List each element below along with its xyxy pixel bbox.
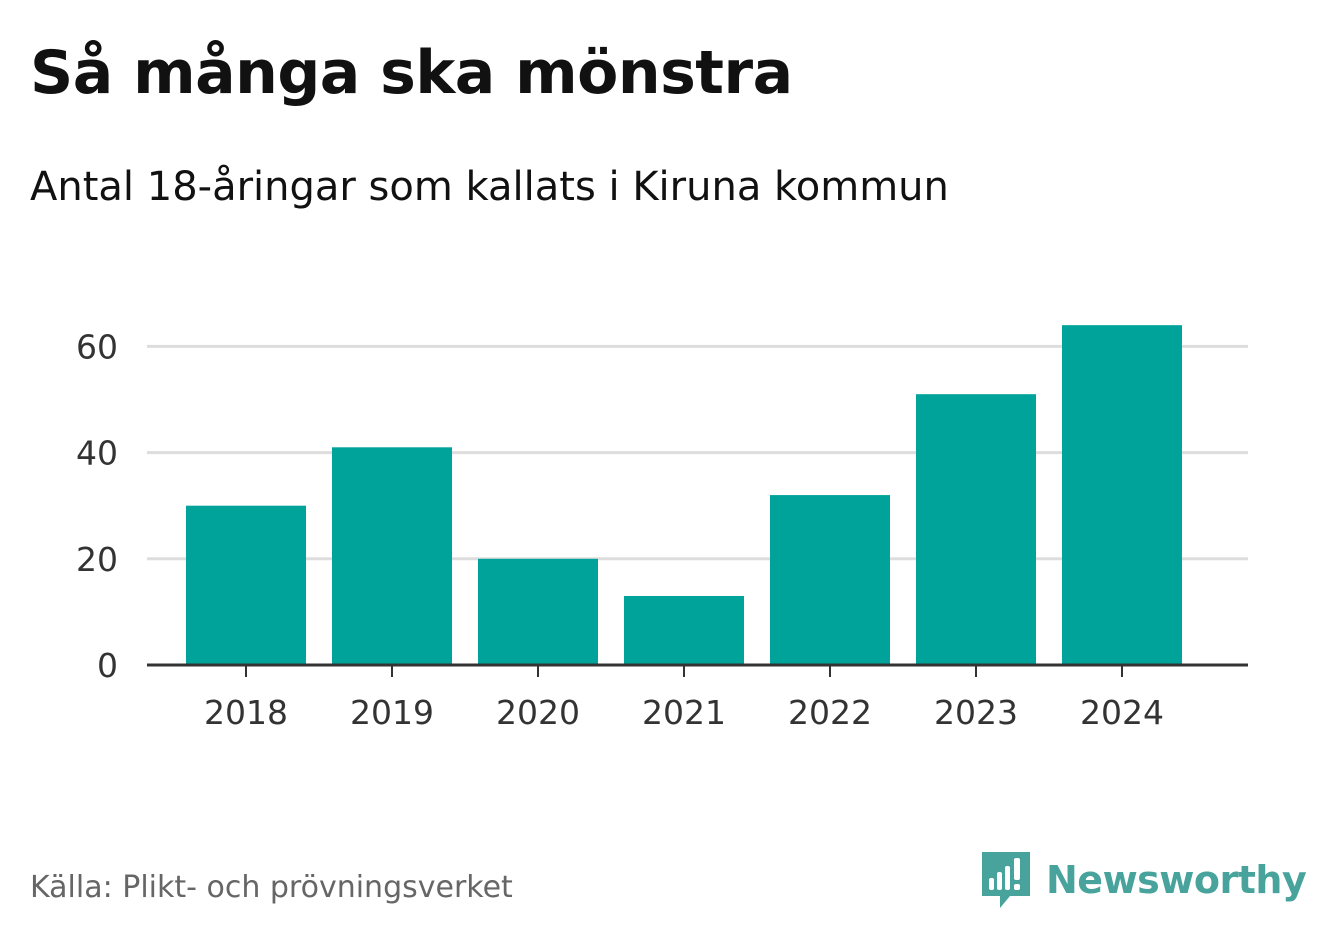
bar-2020 xyxy=(478,558,598,665)
bars xyxy=(186,325,1182,665)
y-tick-label: 0 xyxy=(97,646,118,685)
y-tick-label: 60 xyxy=(76,327,118,366)
brand-name: Newsworthy xyxy=(1046,858,1307,902)
x-tick-label: 2019 xyxy=(350,693,434,732)
source-note: Källa: Plikt- och prövningsverket xyxy=(30,870,513,905)
x-tick-label: 2021 xyxy=(642,693,726,732)
brand-logo: Newsworthy xyxy=(980,850,1307,910)
newsworthy-logo-icon xyxy=(982,852,1030,908)
bar-2022 xyxy=(770,495,890,665)
bar-2019 xyxy=(332,447,452,665)
y-tick-label: 40 xyxy=(76,434,118,473)
x-tick-label: 2020 xyxy=(496,693,580,732)
bar-2023 xyxy=(916,394,1036,665)
x-tick-label: 2024 xyxy=(1080,693,1164,732)
x-tick-label: 2018 xyxy=(204,693,288,732)
x-tick-label: 2022 xyxy=(788,693,872,732)
y-tick-label: 20 xyxy=(76,540,118,579)
bar-2018 xyxy=(186,505,306,665)
x-tick-labels: 2018 2019 2020 2021 2022 2023 2024 xyxy=(204,693,1164,732)
y-tick-labels: 0 20 40 60 xyxy=(76,327,118,685)
chart-subtitle: Antal 18-åringar som kallats i Kiruna ko… xyxy=(30,164,949,210)
bar-2024 xyxy=(1062,325,1182,665)
bar-2021 xyxy=(624,595,744,665)
x-tick-label: 2023 xyxy=(934,693,1018,732)
x-axis xyxy=(147,663,1248,677)
chart-title: Så många ska mönstra xyxy=(30,38,793,108)
